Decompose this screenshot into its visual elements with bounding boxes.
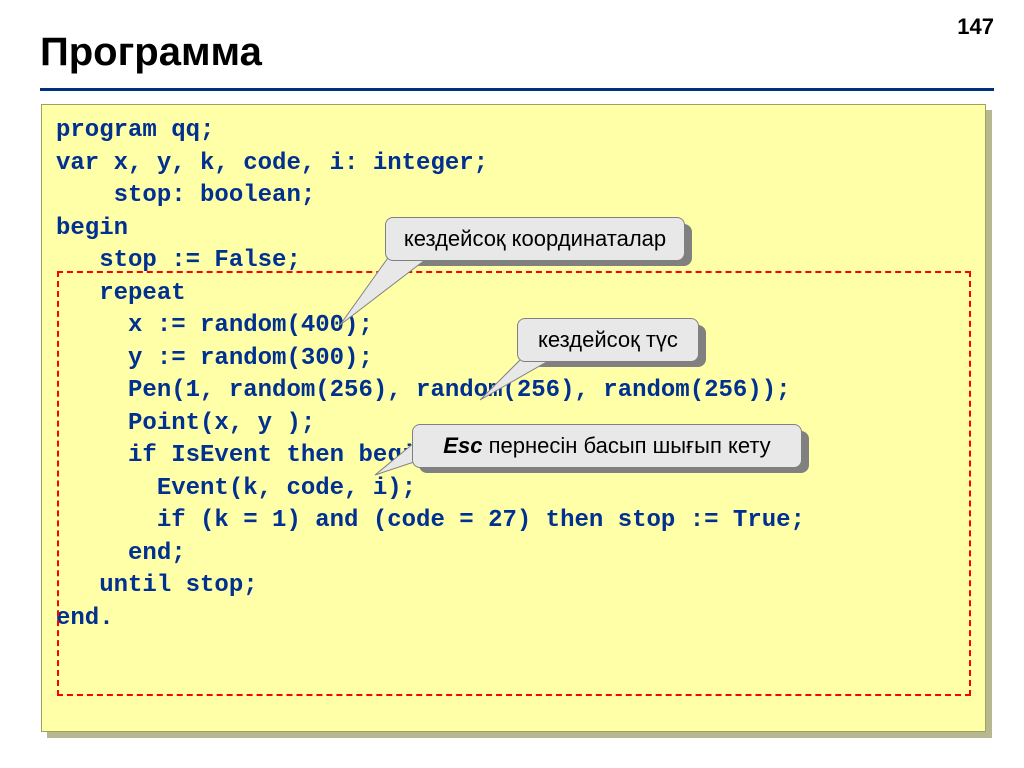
- code-line: repeat: [56, 278, 971, 311]
- code-line: end;: [56, 538, 971, 571]
- callout-coords: кездейсоқ координаталар: [385, 217, 685, 261]
- callout-text: кездейсоқ координаталар: [404, 226, 666, 251]
- title-underline: [40, 88, 994, 91]
- slide-title: Программа: [40, 30, 262, 75]
- code-line: var x, y, k, code, i: integer;: [56, 148, 971, 181]
- code-line: end.: [56, 603, 971, 636]
- callout-color: кездейсоқ түс: [517, 318, 699, 362]
- code-box: program qq; var x, y, k, code, i: intege…: [41, 104, 986, 732]
- callout-esc-rest: пернесін басып шығып кету: [482, 433, 770, 458]
- callout-esc: Esc пернесін басып шығып кету: [412, 424, 802, 468]
- code-line: Event(k, code, i);: [56, 473, 971, 506]
- code-line: x := random(400);: [56, 310, 971, 343]
- code-line: if (k = 1) and (code = 27) then stop := …: [56, 505, 971, 538]
- code-line: until stop;: [56, 570, 971, 603]
- code-line: stop: boolean;: [56, 180, 971, 213]
- page-number: 147: [957, 14, 994, 40]
- code-line: program qq;: [56, 115, 971, 148]
- callout-esc-prefix: Esc: [443, 433, 482, 458]
- callout-pointer-1: [335, 250, 430, 330]
- callout-text: кездейсоқ түс: [538, 327, 678, 352]
